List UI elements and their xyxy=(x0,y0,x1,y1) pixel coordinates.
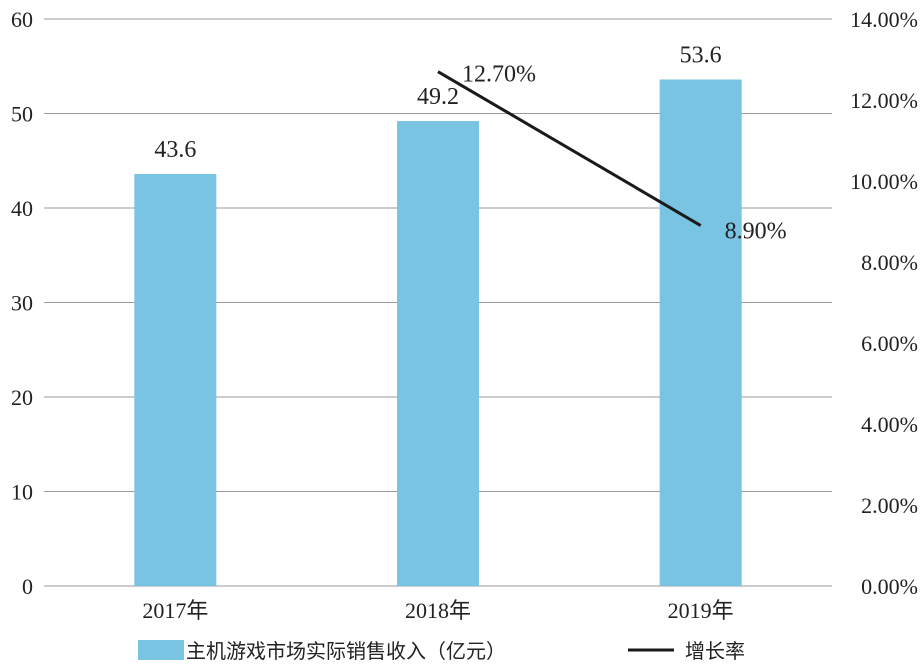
line-data-label: 8.90% xyxy=(725,219,787,245)
right-tick-label: 10.00% xyxy=(850,169,918,194)
right-tick-label: 12.00% xyxy=(850,88,918,113)
category-labels: 2017年 2018年 2019年 xyxy=(142,598,733,623)
right-tick-label: 14.00% xyxy=(850,7,918,32)
right-tick-label: 6.00% xyxy=(861,331,918,356)
line-data-label: 12.70% xyxy=(462,62,536,88)
legend-bar-label: 主机游戏市场实际销售收入（亿元） xyxy=(186,639,506,663)
bar-data-label: 49.2 xyxy=(417,84,459,110)
legend-bar-swatch xyxy=(138,640,184,660)
bar-data-label: 43.6 xyxy=(154,137,196,163)
bar-series xyxy=(134,79,742,587)
bar xyxy=(134,173,217,587)
left-tick-label: 60 xyxy=(11,7,33,32)
bar xyxy=(397,121,479,586)
left-tick-label: 20 xyxy=(11,385,33,410)
right-axis-ticks: 0.00% 2.00% 4.00% 6.00% 8.00% 10.00% 12.00% 14.… xyxy=(850,7,918,599)
left-tick-label: 0 xyxy=(22,574,33,599)
legend-line-label: 增长率 xyxy=(685,639,745,663)
left-tick-label: 40 xyxy=(11,196,33,221)
category-label: 2019年 xyxy=(668,598,734,623)
left-tick-label: 50 xyxy=(11,102,33,127)
legend: 主机游戏市场实际销售收入（亿元） 增长率 xyxy=(138,639,745,663)
left-axis-ticks: 0 10 20 30 40 50 60 xyxy=(11,7,33,599)
line-series xyxy=(437,70,702,227)
bar-data-labels: 43.6 49.2 53.6 xyxy=(154,42,722,163)
line-data-labels: 12.70% 8.90% xyxy=(462,62,787,245)
category-label: 2017年 xyxy=(142,598,208,623)
left-tick-label: 10 xyxy=(11,480,33,505)
growth-line xyxy=(437,70,702,227)
category-label: 2018年 xyxy=(405,598,471,623)
right-tick-label: 8.00% xyxy=(861,250,918,275)
left-tick-label: 30 xyxy=(11,291,33,316)
right-tick-label: 4.00% xyxy=(861,412,918,437)
right-tick-label: 2.00% xyxy=(861,493,918,518)
bar-data-label: 53.6 xyxy=(680,42,722,68)
right-tick-label: 0.00% xyxy=(861,574,918,599)
bar xyxy=(659,79,742,586)
